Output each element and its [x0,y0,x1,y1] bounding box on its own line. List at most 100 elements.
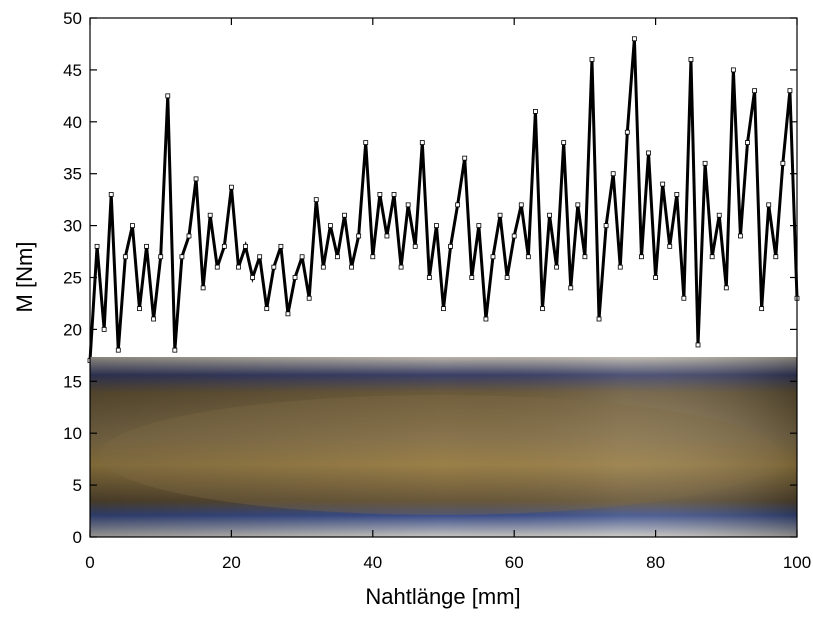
data-point [122,254,128,260]
data-point [773,254,779,260]
data-point [455,202,461,208]
data-point [547,212,552,218]
data-point [787,88,793,94]
data-point [518,202,524,208]
data-point [285,311,291,317]
y-tick-label: 35 [63,165,82,184]
data-point [384,233,390,239]
x-tick-label: 100 [783,553,811,572]
data-point [660,181,666,187]
y-tick-label: 50 [63,9,82,28]
data-point [695,342,701,348]
data-point [271,264,277,270]
y-tick-label: 5 [73,476,82,495]
data-point [568,285,574,291]
data-point [589,57,595,62]
data-point [681,295,687,301]
data-point [702,160,708,166]
data-point [144,243,149,249]
data-point [172,347,178,353]
data-point [221,243,227,249]
data-point [490,254,496,260]
x-tick-label: 40 [363,553,382,572]
x-tick-label: 60 [505,553,524,572]
data-point [610,171,616,177]
data-point [292,275,298,280]
y-tick-label: 25 [63,269,82,288]
data-point [525,254,531,260]
data-point [214,264,220,270]
data-point [250,275,256,280]
data-point [130,223,135,229]
data-point [745,140,750,145]
data-point [108,192,114,197]
data-point [405,202,411,208]
data-point [419,140,425,145]
y-tick-label: 45 [63,61,82,80]
data-point [193,176,199,182]
data-point [320,264,326,270]
y-tick-label: 10 [63,424,82,443]
data-point [617,264,623,270]
data-point [257,254,263,260]
data-point [236,264,241,270]
data-point [228,184,234,190]
y-tick-label: 40 [63,113,82,132]
series-line [88,38,799,361]
data-point [631,36,637,42]
data-point [674,192,680,197]
data-point [688,57,694,62]
data-point [313,197,319,203]
axes: 0 20 40 60 80 100 0 5 10 15 20 25 30 35 40 45 50 [63,9,811,572]
data-point [561,140,567,145]
data-point [667,243,673,249]
y-tick-label: 0 [73,528,82,547]
data-point [363,140,369,145]
x-axis-label: Nahtlänge [mm] [365,584,520,609]
data-point [752,88,757,94]
data-point [603,223,609,229]
data-point [716,212,722,218]
data-point [342,212,347,218]
data-point [646,150,651,156]
plot-series [87,36,800,363]
data-point [327,223,333,229]
data-point [434,223,439,229]
data-point [554,264,560,270]
y-tick-label: 15 [63,372,82,391]
y-tick-label: 20 [63,320,82,339]
data-point [441,306,446,312]
data-point [624,129,630,135]
data-point [335,254,340,260]
data-point [243,243,248,249]
data-point [158,254,164,260]
data-point [582,254,588,260]
data-point [575,202,581,208]
data-point [504,275,510,280]
y-tick-label: 30 [63,217,82,236]
data-point [738,233,743,239]
data-point [639,254,644,260]
data-point [101,326,107,332]
data-point [759,306,765,312]
data-point [398,264,404,270]
y-axis-label: M [Nm] [12,242,37,313]
data-point [723,285,729,291]
data-point [709,254,715,260]
data-point [165,93,171,99]
data-point [377,192,383,197]
data-point [730,67,736,73]
data-point [391,192,397,197]
data-point [766,202,772,208]
x-tick-label: 80 [646,553,665,572]
data-point [137,306,142,312]
data-point [207,212,213,218]
x-tick-label: 20 [222,553,241,572]
data-point [448,243,453,249]
data-point [653,275,658,280]
data-point [349,264,354,270]
data-point [469,275,475,280]
data-point [511,233,517,239]
data-point [370,254,376,260]
